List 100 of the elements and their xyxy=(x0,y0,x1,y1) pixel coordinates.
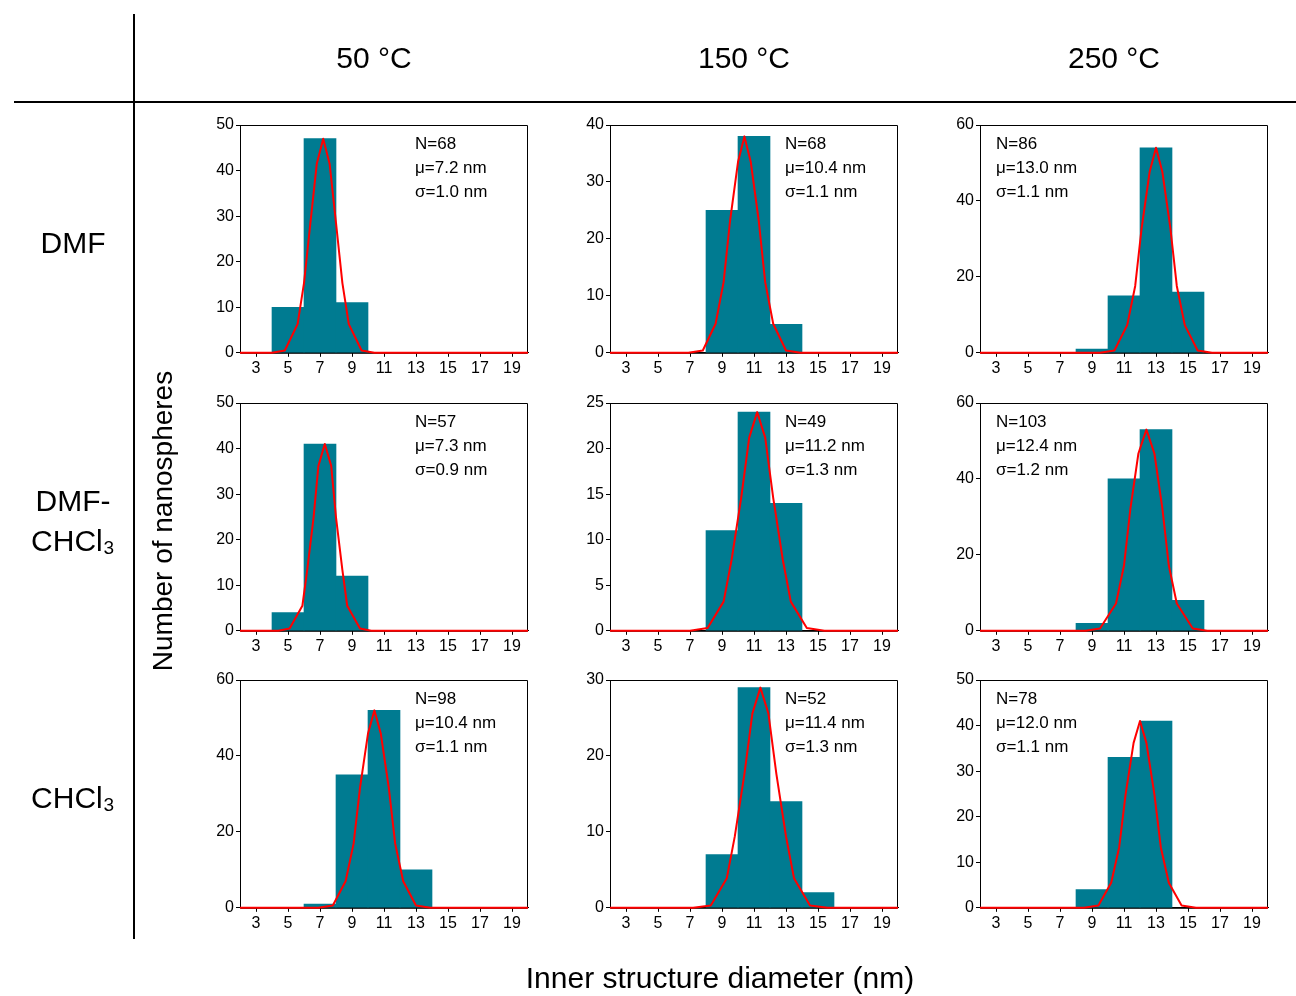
y-tick-label: 30 xyxy=(956,761,975,779)
annotation: μ=10.4 nm xyxy=(785,158,867,178)
y-tick-label: 0 xyxy=(225,898,235,916)
x-tick-label: 13 xyxy=(1147,358,1165,376)
x-tick-label: 15 xyxy=(809,913,827,931)
x-tick-label: 5 xyxy=(1023,358,1033,376)
x-tick-label: 9 xyxy=(1087,358,1097,376)
y-axis-title: Number of nanospheres xyxy=(147,370,179,671)
y-tick-label: 0 xyxy=(965,343,975,361)
x-tick-label: 19 xyxy=(1243,913,1261,931)
y-tick-label: 10 xyxy=(586,822,605,840)
x-tick-label: 9 xyxy=(1087,913,1097,931)
x-tick-label: 19 xyxy=(873,636,891,654)
annotation: N=68 xyxy=(415,134,457,154)
x-tick-label: 13 xyxy=(407,913,425,931)
y-tick-label: 15 xyxy=(586,484,605,502)
y-tick-label: 0 xyxy=(225,621,235,639)
x-tick-label: 9 xyxy=(717,636,727,654)
x-tick-label: 3 xyxy=(621,636,631,654)
x-tick-label: 7 xyxy=(685,913,695,931)
x-tick-label: 17 xyxy=(471,913,489,931)
x-tick-label: 9 xyxy=(347,358,357,376)
y-tick-label: 0 xyxy=(225,343,235,361)
annotation: μ=11.4 nm xyxy=(785,713,865,733)
chart-title: 150 °C xyxy=(697,41,791,75)
x-tick-label: 3 xyxy=(621,358,631,376)
annotation: μ=7.2 nm xyxy=(415,158,487,178)
y-tick-label: 40 xyxy=(586,115,605,133)
x-tick-label: 9 xyxy=(717,913,727,931)
x-tick-label: 5 xyxy=(1023,636,1033,654)
y-tick-label: 0 xyxy=(595,343,605,361)
annotation: σ=1.1 nm xyxy=(996,737,1069,757)
x-tick-label: 15 xyxy=(439,636,457,654)
x-tick-label: 15 xyxy=(439,913,457,931)
x-tick-label: 13 xyxy=(777,913,795,931)
y-tick-label: 30 xyxy=(586,172,605,190)
y-tick-label: 30 xyxy=(216,206,235,224)
x-tick-label: 3 xyxy=(991,913,1001,931)
x-tick-label: 17 xyxy=(471,636,489,654)
annotation: N=52 xyxy=(785,689,827,709)
x-tick-label: 17 xyxy=(1211,913,1229,931)
annotation: σ=1.1 nm xyxy=(415,737,488,757)
x-tick-label: 7 xyxy=(685,636,695,654)
annotation: μ=13.0 nm xyxy=(996,158,1078,178)
x-tick-label: 17 xyxy=(471,358,489,376)
text: DMF-CHCl₃ xyxy=(30,482,116,559)
annotation: N=49 xyxy=(785,412,827,432)
x-tick-label: 17 xyxy=(1211,358,1229,376)
x-tick-label: 9 xyxy=(347,636,357,654)
x-tick-label: 11 xyxy=(375,913,393,931)
annotation: N=103 xyxy=(996,412,1047,432)
x-tick-label: 17 xyxy=(1211,636,1229,654)
y-tick-label: 50 xyxy=(216,393,235,411)
y-tick-label: 40 xyxy=(216,746,235,764)
x-tick-label: 11 xyxy=(375,358,393,376)
annotation: μ=12.4 nm xyxy=(996,436,1078,456)
x-tick-label: 5 xyxy=(283,913,293,931)
annotation: N=57 xyxy=(415,412,457,432)
x-tick-label: 7 xyxy=(315,913,325,931)
x-tick-label: 3 xyxy=(251,358,261,376)
y-tick-label: 60 xyxy=(956,393,975,411)
x-tick-label: 3 xyxy=(251,913,261,931)
y-tick-label: 40 xyxy=(956,191,975,209)
x-tick-label: 5 xyxy=(653,636,663,654)
x-tick-label: 19 xyxy=(503,913,521,931)
y-tick-label: 20 xyxy=(956,807,975,825)
x-tick-label: 7 xyxy=(1055,913,1065,931)
x-tick-label: 15 xyxy=(1179,913,1197,931)
annotation: μ=10.4 nm xyxy=(415,713,497,733)
x-tick-label: 13 xyxy=(407,358,425,376)
y-tick-label: 40 xyxy=(216,160,235,178)
x-tick-label: 7 xyxy=(1055,636,1065,654)
x-tick-label: 5 xyxy=(653,913,663,931)
x-tick-label: 11 xyxy=(1115,358,1133,376)
y-tick-label: 40 xyxy=(956,469,975,487)
x-tick-label: 9 xyxy=(347,913,357,931)
x-tick-label: 7 xyxy=(315,358,325,376)
annotation: N=86 xyxy=(996,134,1038,154)
x-tick-label: 13 xyxy=(777,636,795,654)
annotation: μ=12.0 nm xyxy=(996,713,1078,733)
x-tick-label: 5 xyxy=(283,636,293,654)
x-tick-label: 13 xyxy=(1147,913,1165,931)
annotation: σ=1.0 nm xyxy=(415,182,488,202)
y-tick-label: 10 xyxy=(216,575,235,593)
annotation: N=78 xyxy=(996,689,1038,709)
x-tick-label: 19 xyxy=(873,358,891,376)
y-tick-label: 10 xyxy=(586,286,605,304)
annotation: σ=1.3 nm xyxy=(785,460,858,480)
x-tick-label: 11 xyxy=(1115,636,1133,654)
y-tick-label: 30 xyxy=(586,670,605,688)
annotation: σ=0.9 nm xyxy=(415,460,488,480)
x-tick-label: 13 xyxy=(407,636,425,654)
x-tick-label: 19 xyxy=(873,913,891,931)
x-tick-label: 5 xyxy=(653,358,663,376)
x-tick-label: 5 xyxy=(283,358,293,376)
text: CHCl₃ xyxy=(30,779,116,816)
y-tick-label: 0 xyxy=(595,898,605,916)
y-tick-label: 20 xyxy=(956,267,975,285)
y-tick-label: 10 xyxy=(956,852,975,870)
x-tick-label: 3 xyxy=(621,913,631,931)
